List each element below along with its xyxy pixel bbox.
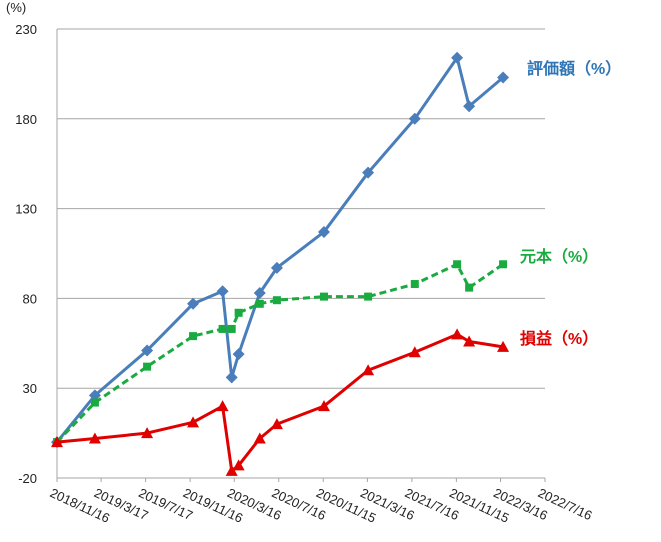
legend-label: 評価額（%） [527, 59, 621, 78]
marker [499, 260, 508, 269]
marker [51, 436, 63, 448]
marker [253, 432, 266, 444]
marker [463, 335, 476, 347]
marker [410, 280, 419, 289]
marker [317, 400, 330, 412]
marker [189, 332, 198, 341]
y-unit: (%) [6, 0, 26, 15]
series-line [56, 332, 504, 473]
y-tick-label: 80 [23, 291, 37, 306]
marker [88, 389, 101, 402]
marker [465, 283, 474, 292]
marker [232, 348, 245, 361]
marker [453, 260, 462, 269]
marker [143, 362, 152, 371]
series-line [55, 262, 504, 444]
marker [88, 432, 101, 444]
marker [187, 416, 200, 428]
marker [270, 418, 283, 430]
legend-label: 損益（%） [520, 329, 598, 348]
marker [141, 427, 154, 439]
marker [408, 346, 421, 358]
marker [497, 71, 510, 84]
marker [253, 287, 266, 300]
marker [218, 324, 227, 333]
y-tick-label: 30 [23, 381, 37, 396]
marker [90, 398, 99, 407]
marker [255, 299, 264, 308]
marker [463, 100, 476, 113]
legend-label: 元本（%） [520, 247, 598, 266]
marker [362, 364, 375, 376]
marker [227, 324, 236, 333]
marker [225, 371, 238, 384]
marker [451, 51, 464, 64]
y-tick-label: 230 [15, 22, 37, 37]
marker [216, 400, 229, 412]
y-tick-label: 130 [15, 202, 37, 217]
marker [451, 328, 464, 340]
marker [408, 112, 421, 125]
marker [272, 296, 281, 305]
marker [319, 292, 328, 301]
marker [234, 308, 243, 317]
marker [187, 297, 200, 310]
marker [270, 261, 283, 274]
marker [497, 340, 510, 352]
marker [141, 344, 154, 357]
marker [216, 285, 229, 298]
marker [232, 459, 245, 471]
marker [317, 225, 330, 238]
y-tick-label: -20 [18, 471, 37, 486]
marker [362, 166, 375, 179]
marker [364, 292, 373, 301]
y-tick-label: 180 [15, 112, 37, 127]
marker [225, 464, 238, 476]
